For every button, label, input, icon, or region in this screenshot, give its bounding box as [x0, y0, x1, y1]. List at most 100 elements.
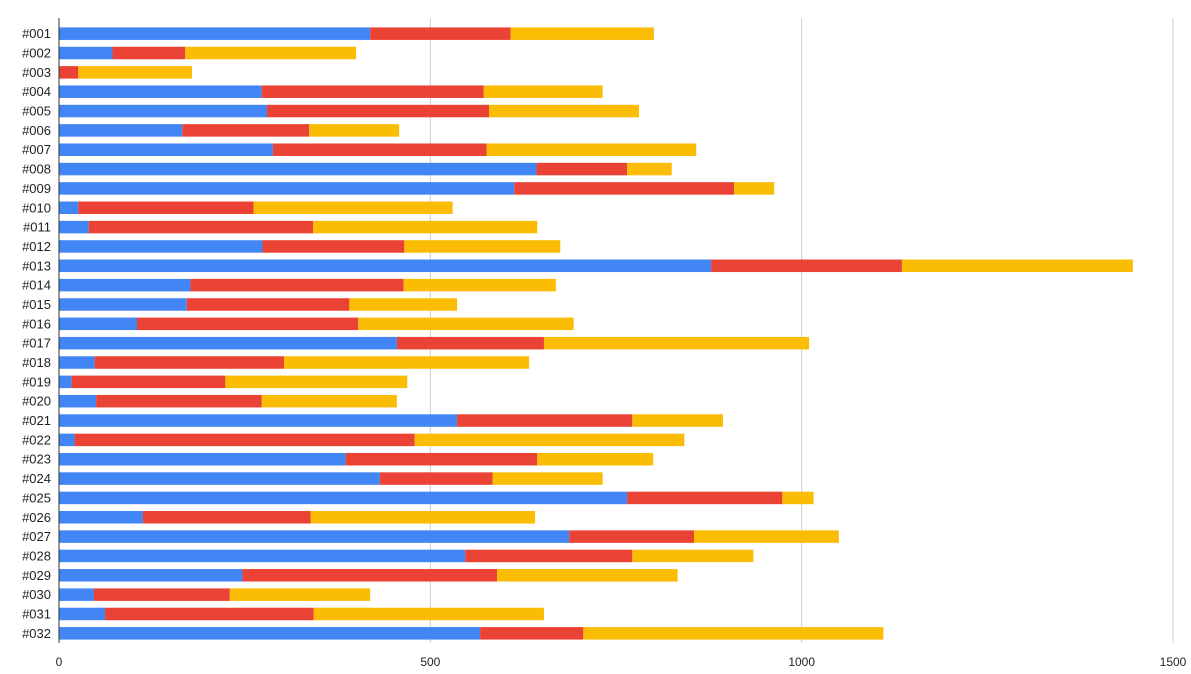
- category-label: #028: [22, 548, 51, 563]
- bar-segment-002-s3: [185, 46, 357, 60]
- bar-segment-022-s2: [74, 433, 415, 447]
- bar-segment-012-s1: [59, 240, 263, 253]
- category-label: #005: [22, 104, 51, 119]
- category-label: #006: [22, 123, 51, 138]
- bar-segment-026-s3: [310, 511, 536, 524]
- bar-segment-004-s2: [261, 85, 484, 98]
- bar-segment-014-s2: [190, 278, 404, 292]
- category-label: #024: [22, 471, 51, 486]
- bar-segment-017-s3: [543, 336, 810, 350]
- bar-segment-010-s1: [59, 201, 79, 215]
- bar-segment-005-s3: [489, 104, 640, 118]
- bar-segment-007-s1: [59, 143, 273, 156]
- bar-segment-012-s2: [262, 240, 405, 253]
- x-axis-tick-labels: 0 500 1000 1500: [56, 655, 1187, 669]
- bar-segment-032-s3: [583, 627, 884, 640]
- bar-segment-021-s1: [59, 414, 458, 427]
- bar-segment-003-s2: [59, 66, 79, 79]
- x-tick-label: 0: [56, 655, 63, 669]
- bar-segment-008-s3: [627, 162, 672, 176]
- category-label: #001: [22, 26, 51, 41]
- x-tick-label: 1500: [1160, 655, 1187, 669]
- bar-segment-026-s2: [142, 511, 311, 524]
- bar-segment-018-s2: [94, 356, 285, 369]
- bar-segment-006-s3: [309, 124, 400, 137]
- category-label: #004: [22, 84, 51, 99]
- bar-segment-024-s3: [492, 472, 603, 485]
- bar-segment-016-s1: [59, 317, 137, 331]
- bar-segment-018-s3: [284, 356, 530, 369]
- bar-segment-031-s1: [59, 607, 106, 621]
- bar-segment-005-s1: [59, 104, 267, 118]
- bar-segment-030-s1: [59, 588, 94, 601]
- bar-segment-003-s3: [78, 66, 192, 79]
- bar-segment-030-s3: [229, 588, 371, 601]
- category-label: #003: [22, 65, 51, 80]
- bars: [59, 27, 1133, 640]
- category-label: #025: [22, 490, 51, 505]
- bar-segment-022-s3: [414, 433, 685, 447]
- category-label: #030: [22, 587, 51, 602]
- category-label: #027: [22, 529, 51, 544]
- category-label: #007: [22, 142, 51, 157]
- bar-segment-007-s2: [272, 143, 487, 156]
- bar-segment-020-s3: [261, 394, 397, 408]
- bar-segment-019-s3: [225, 375, 408, 389]
- bar-segment-005-s2: [266, 104, 490, 118]
- bar-segment-032-s2: [480, 627, 584, 640]
- bar-segment-023-s2: [345, 452, 538, 466]
- bar-segment-008-s2: [536, 162, 628, 176]
- category-label: #031: [22, 606, 51, 621]
- bar-segment-027-s1: [59, 530, 570, 543]
- bar-segment-022-s1: [59, 433, 75, 447]
- bar-segment-014-s1: [59, 278, 191, 292]
- bar-segment-011-s3: [312, 220, 538, 234]
- category-label: #008: [22, 162, 51, 177]
- bar-segment-027-s2: [569, 530, 694, 543]
- bar-segment-014-s3: [403, 278, 556, 292]
- bar-segment-019-s2: [71, 375, 226, 389]
- category-label: #023: [22, 452, 51, 467]
- category-label: #010: [22, 200, 51, 215]
- category-label: #016: [22, 316, 51, 331]
- bar-segment-025-s2: [627, 491, 783, 505]
- x-tick-label: 1000: [788, 655, 815, 669]
- category-label: #013: [22, 258, 51, 273]
- bar-segment-017-s1: [59, 336, 397, 350]
- category-label: #032: [22, 626, 51, 641]
- bar-segment-023-s3: [537, 452, 654, 466]
- bar-segment-013-s3: [901, 259, 1133, 273]
- bar-segment-019-s1: [59, 375, 72, 389]
- bar-segment-001-s2: [370, 27, 511, 40]
- category-label: #009: [22, 181, 51, 196]
- category-label: #026: [22, 510, 51, 525]
- bar-segment-002-s1: [59, 46, 113, 60]
- bar-segment-017-s2: [396, 336, 544, 350]
- bar-segment-031-s3: [313, 607, 544, 621]
- bar-segment-015-s1: [59, 298, 187, 311]
- bar-segment-001-s3: [510, 27, 654, 40]
- category-label: #011: [23, 220, 51, 235]
- bar-segment-001-s1: [59, 27, 371, 40]
- bar-segment-016-s3: [358, 317, 574, 331]
- bar-segment-023-s1: [59, 452, 346, 466]
- bar-segment-013-s1: [59, 259, 712, 273]
- bar-segment-025-s3: [782, 491, 814, 505]
- bar-segment-009-s1: [59, 182, 515, 195]
- category-label: #017: [22, 336, 51, 351]
- bar-segment-032-s1: [59, 627, 481, 640]
- bar-segment-010-s3: [253, 201, 453, 215]
- bar-segment-016-s2: [136, 317, 359, 331]
- bar-segment-018-s1: [59, 356, 95, 369]
- category-label: #019: [22, 374, 51, 389]
- bar-segment-025-s1: [59, 491, 628, 505]
- category-label: #014: [22, 278, 51, 293]
- bar-segment-028-s2: [465, 549, 633, 563]
- bar-segment-013-s2: [711, 259, 902, 273]
- category-label: #002: [22, 46, 51, 61]
- bar-segment-011-s2: [88, 220, 313, 234]
- bar-segment-008-s1: [59, 162, 537, 176]
- bar-segment-007-s3: [486, 143, 697, 156]
- bar-segment-021-s3: [632, 414, 723, 427]
